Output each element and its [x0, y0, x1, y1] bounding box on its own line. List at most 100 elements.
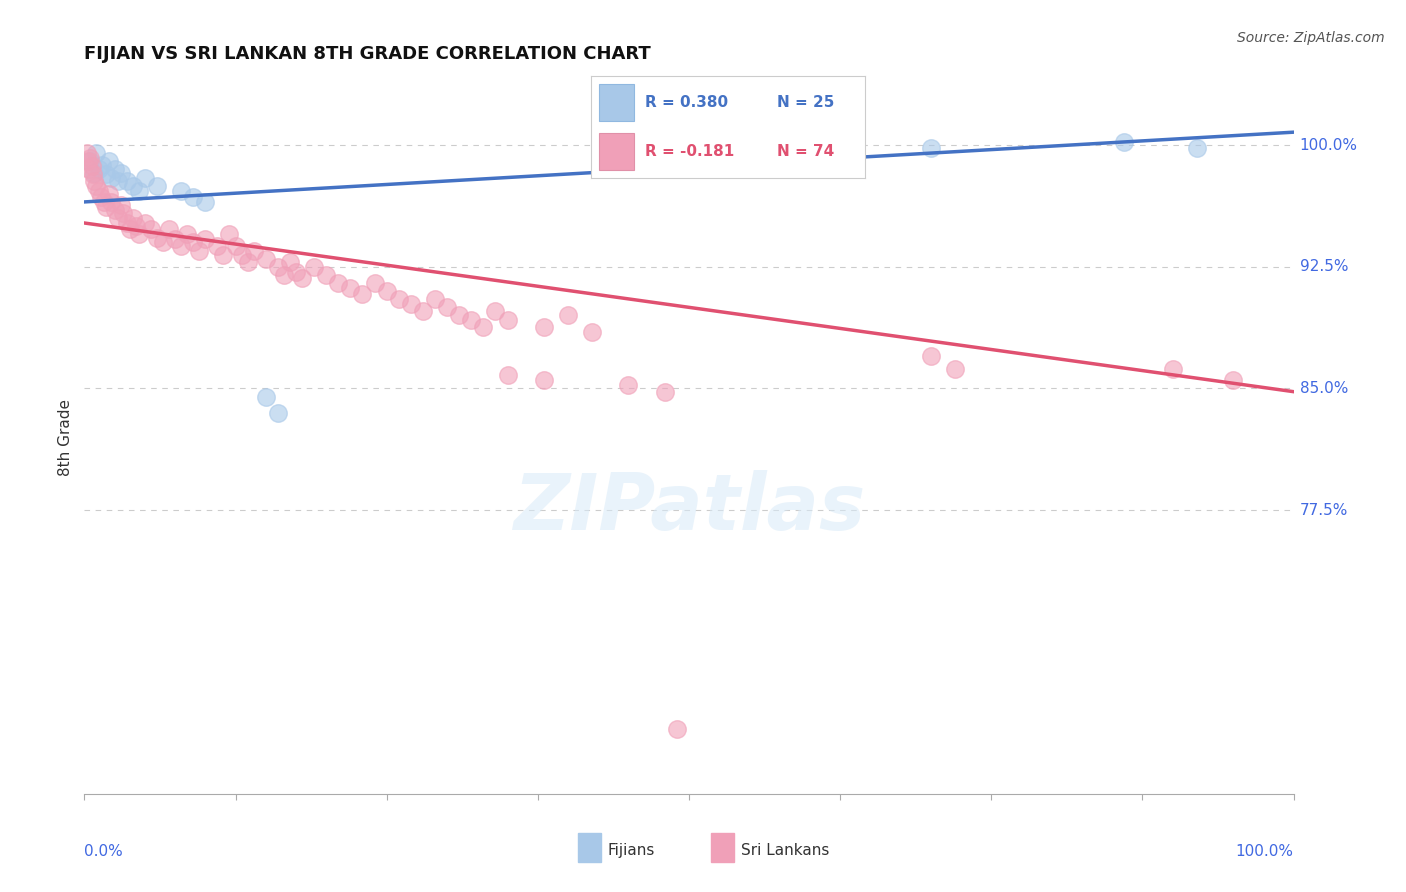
Point: [112, 206, 135, 220]
Point: [1222, 373, 1244, 387]
Point: [284, 265, 308, 279]
Point: [94, 200, 117, 214]
Point: [412, 303, 434, 318]
Point: [79, 154, 101, 169]
Point: [581, 325, 603, 339]
Point: [273, 268, 295, 282]
Point: [107, 174, 129, 188]
Point: [104, 162, 127, 177]
Point: [943, 362, 966, 376]
Point: [134, 170, 156, 185]
Point: [472, 319, 495, 334]
Point: [231, 248, 253, 262]
Point: [399, 297, 422, 311]
Point: [388, 292, 411, 306]
Point: [82, 167, 104, 181]
Text: N = 74: N = 74: [778, 145, 834, 160]
Point: [93, 194, 115, 209]
Text: 0.0%: 0.0%: [84, 844, 124, 859]
Point: [665, 722, 688, 736]
Point: [115, 174, 138, 188]
Point: [449, 309, 471, 323]
Point: [242, 244, 264, 258]
Text: Fijians: Fijians: [607, 843, 655, 858]
Text: 92.5%: 92.5%: [1299, 260, 1348, 274]
Text: N = 25: N = 25: [778, 95, 834, 110]
Point: [170, 238, 193, 252]
Point: [86, 178, 108, 193]
Point: [436, 301, 458, 315]
Point: [738, 138, 761, 153]
Point: [128, 227, 150, 242]
Point: [920, 141, 942, 155]
Point: [100, 194, 122, 209]
Point: [152, 235, 174, 250]
Text: R = 0.380: R = 0.380: [645, 95, 728, 110]
Text: 100.0%: 100.0%: [1299, 137, 1358, 153]
Point: [533, 373, 555, 387]
Point: [176, 227, 198, 242]
Y-axis label: 8th Grade: 8th Grade: [58, 399, 73, 475]
Point: [120, 222, 142, 236]
Point: [218, 227, 240, 242]
Point: [460, 313, 482, 327]
Point: [86, 146, 108, 161]
Point: [104, 202, 127, 217]
Point: [76, 146, 98, 161]
Point: [110, 166, 132, 180]
Text: FIJIAN VS SRI LANKAN 8TH GRADE CORRELATION CHART: FIJIAN VS SRI LANKAN 8TH GRADE CORRELATI…: [84, 45, 651, 63]
Point: [181, 235, 204, 250]
Point: [91, 158, 114, 172]
Bar: [599, 133, 634, 170]
Point: [77, 162, 100, 177]
Point: [146, 230, 169, 244]
Point: [1185, 141, 1208, 155]
Point: [128, 184, 150, 198]
Point: [90, 190, 112, 204]
Bar: [599, 84, 634, 121]
Point: [115, 216, 138, 230]
Point: [170, 184, 193, 198]
Text: 77.5%: 77.5%: [1299, 502, 1348, 517]
Point: [654, 384, 676, 399]
Point: [352, 287, 374, 301]
Point: [121, 211, 143, 226]
Point: [107, 211, 129, 226]
Point: [339, 281, 361, 295]
Point: [267, 406, 290, 420]
Point: [139, 222, 162, 236]
Point: [496, 368, 519, 383]
Point: [121, 178, 143, 193]
Point: [363, 276, 385, 290]
Point: [79, 151, 101, 165]
Text: ZIPatlas: ZIPatlas: [513, 470, 865, 547]
Point: [254, 390, 277, 404]
Point: [97, 186, 120, 201]
Point: [1114, 135, 1136, 149]
Point: [302, 260, 325, 274]
Point: [328, 276, 350, 290]
Point: [194, 194, 217, 209]
Point: [157, 222, 180, 236]
Point: [267, 260, 290, 274]
Point: [225, 238, 247, 252]
Point: [291, 271, 314, 285]
Point: [87, 184, 110, 198]
Point: [146, 178, 169, 193]
Point: [125, 219, 148, 234]
Point: [87, 162, 110, 177]
Point: [83, 166, 105, 180]
Point: [134, 216, 156, 230]
Point: [207, 238, 229, 252]
Point: [110, 198, 132, 212]
Text: 85.0%: 85.0%: [1299, 381, 1348, 396]
Point: [236, 255, 259, 269]
Point: [83, 174, 105, 188]
Text: Source: ZipAtlas.com: Source: ZipAtlas.com: [1237, 31, 1385, 45]
Point: [920, 349, 942, 363]
Point: [97, 154, 120, 169]
Text: 100.0%: 100.0%: [1236, 844, 1294, 859]
Point: [80, 159, 103, 173]
Point: [496, 313, 519, 327]
Point: [423, 292, 446, 306]
